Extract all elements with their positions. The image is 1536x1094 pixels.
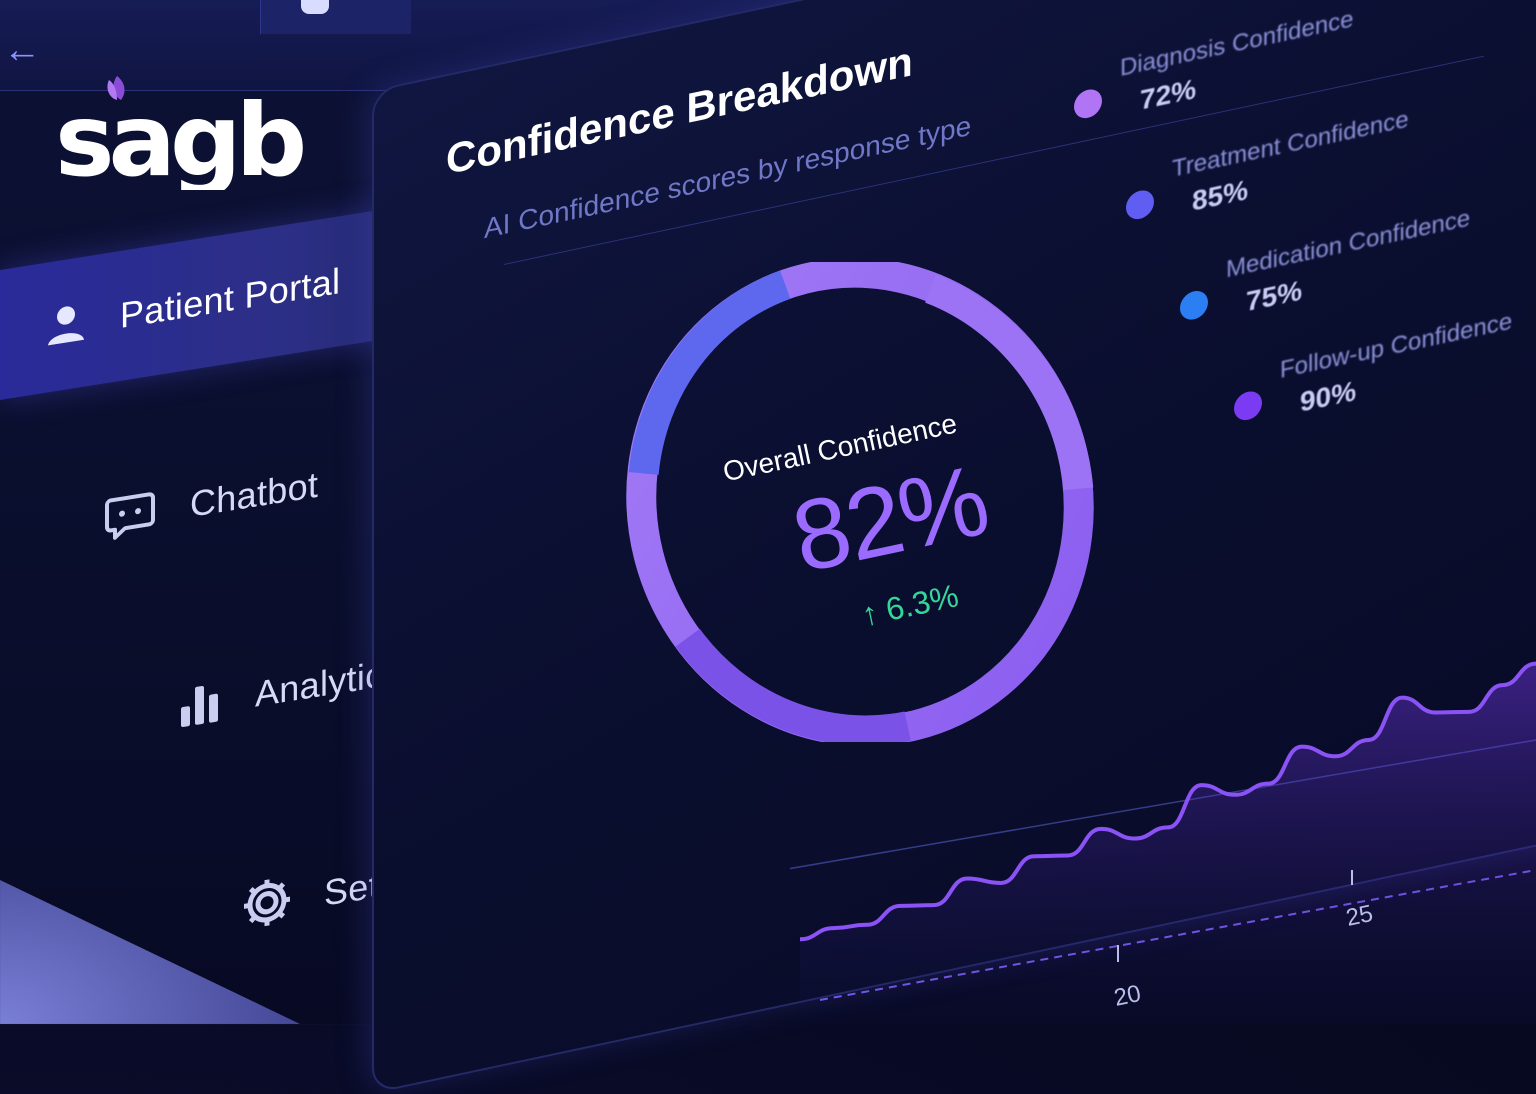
overall-delta: ↑ 6.3% (847, 575, 972, 636)
trend-area (800, 664, 1536, 1024)
sidebar-item-chatbot[interactable]: Chatbot (0, 407, 400, 600)
legend-value: 90% (1300, 375, 1356, 419)
back-arrow-icon[interactable]: ← (0, 30, 44, 70)
user-icon (36, 290, 96, 360)
x-tick-label: 20 (1112, 980, 1144, 1012)
legend-dot (1180, 288, 1208, 322)
sidebar-item-analytics[interactable]: Analytics (0, 607, 400, 800)
trend-chart: 20 25 (790, 660, 1536, 1024)
sidebar-item-label: Patient Portal (120, 260, 340, 337)
legend-value: 75% (1246, 274, 1302, 318)
legend-value: 72% (1140, 73, 1196, 117)
bar-chart-icon (175, 669, 225, 737)
legend-dot (1126, 188, 1154, 222)
legend: Diagnosis Confidence 72% Treatment Confi… (1074, 0, 1536, 63)
x-tick-label: 25 (1344, 900, 1376, 932)
legend-dot (1074, 87, 1102, 121)
top-nav-tab[interactable] (260, 0, 411, 34)
badge-icon (301, 0, 329, 14)
sidebar-item-patient-portal[interactable]: Patient Portal (0, 207, 400, 400)
gear-icon (240, 868, 294, 937)
sidebar-item-label: Chatbot (190, 464, 318, 526)
legend-dot (1234, 389, 1262, 423)
chat-bubble-icon (100, 480, 160, 550)
legend-label: Diagnosis Confidence (1120, 5, 1353, 83)
legend-value: 85% (1192, 174, 1248, 218)
